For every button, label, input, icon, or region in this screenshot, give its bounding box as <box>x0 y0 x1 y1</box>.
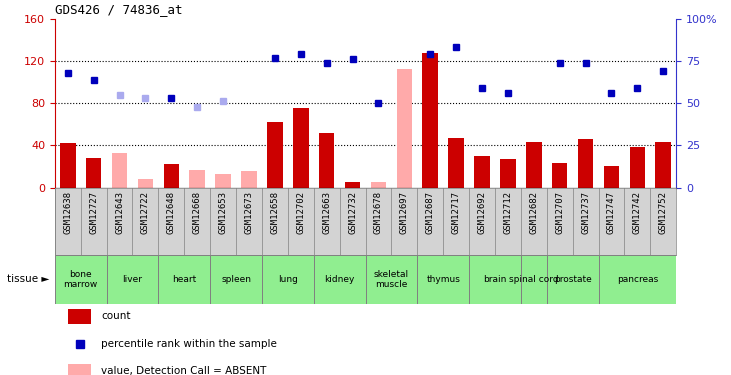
Bar <box>262 255 314 304</box>
Text: percentile rank within the sample: percentile rank within the sample <box>102 339 277 349</box>
Text: GDS426 / 74836_at: GDS426 / 74836_at <box>55 3 182 16</box>
Text: GSM12752: GSM12752 <box>659 191 667 234</box>
Bar <box>366 255 417 304</box>
Bar <box>500 159 515 188</box>
Bar <box>547 255 599 304</box>
Bar <box>137 179 154 188</box>
Bar <box>55 255 107 304</box>
Bar <box>211 255 262 304</box>
Text: spinal cord: spinal cord <box>509 275 558 284</box>
Text: GSM12747: GSM12747 <box>607 191 616 234</box>
Bar <box>629 147 645 188</box>
Bar <box>521 255 547 304</box>
Text: GSM12722: GSM12722 <box>141 191 150 234</box>
Bar <box>241 171 257 188</box>
Text: brain: brain <box>483 275 507 284</box>
Text: GSM12732: GSM12732 <box>348 191 357 234</box>
Bar <box>60 143 75 188</box>
Bar <box>189 170 205 188</box>
Text: GSM12727: GSM12727 <box>89 191 98 234</box>
Text: GSM12687: GSM12687 <box>425 191 435 234</box>
Text: GSM12638: GSM12638 <box>64 191 72 234</box>
Bar <box>69 364 91 375</box>
Text: GSM12742: GSM12742 <box>633 191 642 234</box>
Bar <box>107 255 159 304</box>
Bar <box>159 255 211 304</box>
Text: prostate: prostate <box>554 275 591 284</box>
Bar <box>417 255 469 304</box>
Text: thymus: thymus <box>426 275 460 284</box>
Bar <box>164 164 179 188</box>
Bar <box>469 255 520 304</box>
Bar <box>314 255 366 304</box>
Bar <box>474 156 490 188</box>
Text: GSM12663: GSM12663 <box>322 191 331 234</box>
Text: heart: heart <box>172 275 197 284</box>
Text: pancreas: pancreas <box>617 275 658 284</box>
Text: GSM12692: GSM12692 <box>477 191 487 234</box>
Bar <box>69 309 91 324</box>
Text: GSM12648: GSM12648 <box>167 191 176 234</box>
Bar <box>656 142 671 188</box>
Bar <box>396 69 412 188</box>
Text: GSM12668: GSM12668 <box>193 191 202 234</box>
Bar <box>86 158 102 188</box>
Bar <box>604 166 619 188</box>
Bar <box>577 139 594 188</box>
Text: GSM12678: GSM12678 <box>374 191 383 234</box>
Bar <box>423 53 438 188</box>
Bar <box>448 138 464 188</box>
Text: GSM12707: GSM12707 <box>555 191 564 234</box>
Bar <box>267 122 283 188</box>
Bar <box>293 108 308 188</box>
Bar <box>112 153 127 188</box>
Bar <box>526 142 542 188</box>
Text: GSM12673: GSM12673 <box>244 191 254 234</box>
Text: skeletal
muscle: skeletal muscle <box>374 270 409 289</box>
Text: GSM12658: GSM12658 <box>270 191 279 234</box>
Text: GSM12737: GSM12737 <box>581 191 590 234</box>
Text: GSM12643: GSM12643 <box>115 191 124 234</box>
Bar <box>345 182 360 188</box>
Bar <box>216 174 231 188</box>
Text: bone
marrow: bone marrow <box>64 270 98 289</box>
Text: GSM12702: GSM12702 <box>296 191 306 234</box>
Bar <box>319 133 334 188</box>
Bar <box>599 255 676 304</box>
Bar <box>552 163 567 188</box>
Text: GSM12697: GSM12697 <box>400 191 409 234</box>
Text: GSM12717: GSM12717 <box>452 191 461 234</box>
Text: liver: liver <box>123 275 143 284</box>
Text: GSM12712: GSM12712 <box>504 191 512 234</box>
Text: count: count <box>102 311 131 321</box>
Text: GSM12653: GSM12653 <box>219 191 227 234</box>
Text: tissue ►: tissue ► <box>7 274 50 284</box>
Text: kidney: kidney <box>325 275 355 284</box>
Text: value, Detection Call = ABSENT: value, Detection Call = ABSENT <box>102 366 267 375</box>
Text: spleen: spleen <box>221 275 251 284</box>
Text: GSM12682: GSM12682 <box>529 191 538 234</box>
Bar <box>371 182 386 188</box>
Text: lung: lung <box>278 275 298 284</box>
